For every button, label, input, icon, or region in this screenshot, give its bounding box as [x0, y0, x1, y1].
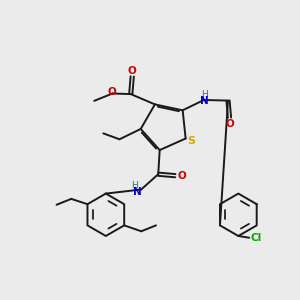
Text: N: N: [133, 187, 142, 197]
Text: H: H: [201, 91, 208, 100]
Text: O: O: [177, 171, 186, 181]
Text: S: S: [187, 136, 195, 146]
Text: O: O: [225, 118, 234, 128]
Text: O: O: [128, 65, 136, 76]
Text: O: O: [108, 87, 117, 97]
Text: Cl: Cl: [250, 233, 262, 243]
Text: N: N: [200, 96, 208, 106]
Text: H: H: [131, 182, 138, 190]
